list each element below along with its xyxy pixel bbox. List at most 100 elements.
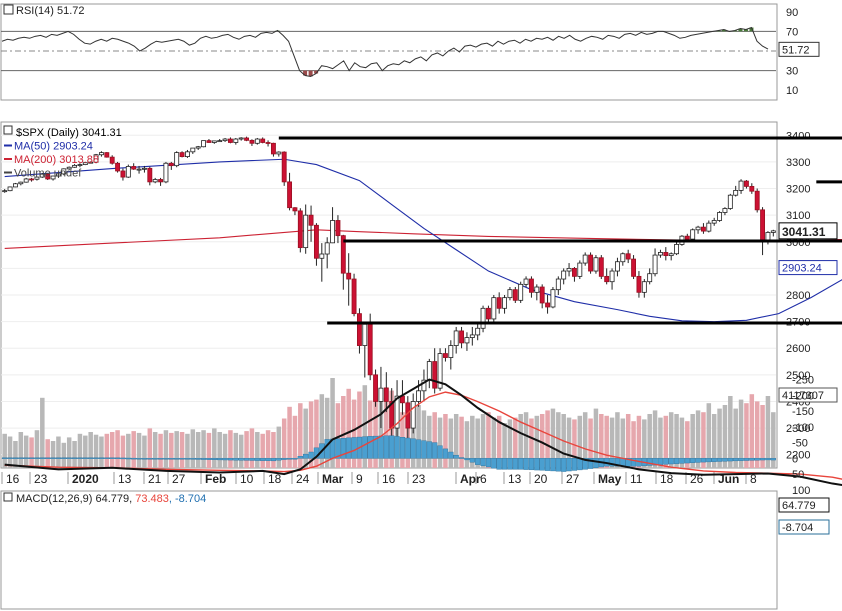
x-tick-label: May <box>598 472 622 486</box>
candle-body <box>109 156 115 164</box>
candle-body <box>577 262 583 277</box>
volume-bar <box>13 441 18 468</box>
candle-body <box>287 181 293 209</box>
candle-body <box>297 210 303 249</box>
price-panel-icon <box>3 125 13 135</box>
candle-body <box>534 286 540 293</box>
volume-bar <box>147 428 153 468</box>
macd-histogram-bar <box>668 458 674 465</box>
candle-body <box>469 334 475 338</box>
macd-histogram-bar <box>609 458 615 467</box>
macd-histogram-bar <box>367 436 373 459</box>
volume-bar <box>341 396 346 468</box>
macd-histogram-bar <box>88 457 94 459</box>
volume-bar <box>276 426 282 468</box>
candle-body <box>518 283 524 301</box>
volume-bar <box>362 385 368 468</box>
macd-hist-value-label: -8.704 <box>782 522 813 534</box>
volume-value-label: 4117307 <box>782 390 824 402</box>
macd-histogram-bar <box>260 458 266 461</box>
candle-body <box>636 275 642 293</box>
macd-histogram-bar <box>109 457 115 459</box>
candle-body <box>45 173 51 180</box>
macd-histogram-bar <box>82 457 88 459</box>
macd-histogram-bar <box>711 458 717 462</box>
price-tick-label: 3100 <box>786 210 810 222</box>
volume-bar <box>314 399 319 468</box>
candle-body <box>717 212 723 221</box>
legend-entry: MA(50) 2903.24 <box>14 141 93 153</box>
candle-body <box>437 353 443 389</box>
volume-bar <box>513 417 518 468</box>
volume-bar <box>201 430 206 468</box>
candle-body <box>743 180 749 187</box>
macd-histogram-bar <box>152 458 158 460</box>
candle-body <box>330 220 336 244</box>
candle-body <box>582 254 588 264</box>
volume-value-box <box>778 387 838 403</box>
volume-bar <box>255 432 260 468</box>
candle-body <box>346 272 352 280</box>
candle-body <box>244 137 250 141</box>
rsi-panel <box>0 3 778 101</box>
candle-body <box>254 138 260 144</box>
macd-label-part: , -8.704 <box>169 493 206 505</box>
volume-bar <box>357 391 362 468</box>
rsi-tick-label: 10 <box>786 85 798 97</box>
macd-histogram-bar <box>421 440 427 459</box>
volume-bar <box>695 410 701 468</box>
legend-entry: MA(200) 3013.88 <box>14 154 99 166</box>
candle-body <box>55 173 61 177</box>
candle-body <box>674 244 680 255</box>
volume-bar <box>652 410 658 468</box>
candle-body <box>18 181 24 185</box>
volume-bar <box>518 414 523 468</box>
macd-histogram-bar <box>566 458 572 472</box>
macd-histogram-bar <box>28 457 35 459</box>
volume-bar <box>717 408 722 468</box>
macd-histogram-bar <box>270 458 277 462</box>
candle-body <box>120 170 126 178</box>
volume-bar <box>45 439 50 468</box>
x-tick-label: 13 <box>118 472 132 486</box>
candle-body <box>340 235 346 274</box>
volume-bar <box>104 433 110 468</box>
volume-bar <box>179 432 185 468</box>
x-tick-label: 16 <box>382 472 396 486</box>
candle-body <box>61 168 67 175</box>
volume-bar <box>744 403 749 468</box>
candle-body <box>72 164 78 168</box>
macd-histogram-bar <box>120 457 126 460</box>
price-tick-label: 3200 <box>786 184 810 196</box>
macd-histogram-bar <box>292 458 298 460</box>
price-tick-label: 2200 <box>786 450 810 462</box>
candle-body <box>770 230 776 233</box>
candle-body <box>641 281 647 293</box>
volume-bar <box>72 441 77 468</box>
macd-histogram-bar <box>394 436 400 459</box>
candle-body <box>706 222 712 232</box>
macd-histogram-bar <box>249 458 255 461</box>
rsi-line <box>1 26 769 78</box>
candle-body <box>66 166 72 170</box>
candle-body <box>88 161 94 164</box>
macd-label: MACD(12,26,9) 64.779, 73.483, -8.704 <box>16 493 206 505</box>
macd-histogram-bar <box>491 458 497 469</box>
price-tick-label: 2300 <box>786 423 810 435</box>
macd-histogram-bar <box>233 458 239 461</box>
volume-bar <box>470 415 475 468</box>
x-tick-label: 6 <box>480 472 487 486</box>
volume-bar <box>77 433 83 468</box>
candle-body <box>125 166 131 178</box>
candle-body <box>2 190 8 193</box>
candle-body <box>507 289 513 299</box>
macd-histogram-bar <box>66 457 72 459</box>
macd-histogram-bar <box>754 458 760 461</box>
macd-histogram-bar <box>217 458 223 461</box>
volume-bar <box>604 415 609 468</box>
candle-body <box>356 313 362 346</box>
volume-bar <box>351 399 357 468</box>
macd-histogram-bar <box>539 458 545 471</box>
candle-body <box>39 173 45 178</box>
